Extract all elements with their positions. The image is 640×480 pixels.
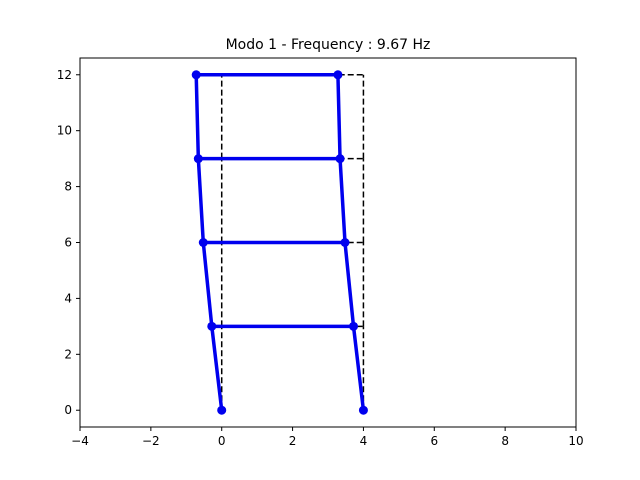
mode-shape-segment (336, 73, 342, 161)
node-point (207, 321, 217, 331)
mode-shape-segment (194, 73, 201, 161)
node-point (198, 238, 208, 247)
y-tick-label: 12 (57, 68, 72, 82)
y-tick-label: 0 (64, 403, 72, 417)
mode-shape-series (191, 70, 368, 415)
y-tick-label: 2 (64, 347, 72, 361)
node-point (191, 70, 201, 80)
mode-shape-segment (210, 324, 224, 412)
y-tick-label: 10 (57, 124, 72, 138)
mode-shape-segment (343, 240, 356, 329)
chart-title: Modo 1 - Frequency : 9.67 Hz (226, 37, 431, 53)
mode-shape-segment (201, 240, 214, 329)
node-point (333, 70, 343, 80)
x-tick-label: 0 (218, 434, 226, 448)
node-point (217, 405, 227, 415)
node-point (349, 321, 359, 331)
x-tick-label: 4 (360, 434, 368, 448)
node-point (358, 405, 368, 415)
plot-area (191, 70, 368, 415)
node-point (335, 154, 345, 164)
x-tick-label: 10 (568, 434, 583, 448)
y-tick-label: 8 (64, 180, 72, 194)
x-tick-label: 2 (289, 434, 297, 448)
x-tick-label: −4 (71, 434, 89, 448)
mode-shape-segment (351, 324, 366, 412)
axis-ticks: −4 −2 0 2 4 6 8 10 0 2 4 6 8 10 12 (57, 68, 584, 448)
y-tick-label: 6 (64, 236, 72, 250)
mode-shape-segment (196, 156, 206, 245)
y-tick-label: 4 (64, 291, 72, 305)
node-point (193, 154, 203, 164)
node-point (340, 238, 350, 247)
x-tick-label: 8 (501, 434, 509, 448)
x-tick-label: 6 (430, 434, 438, 448)
mode-shape-segment (338, 156, 347, 245)
x-tick-label: −2 (142, 434, 160, 448)
